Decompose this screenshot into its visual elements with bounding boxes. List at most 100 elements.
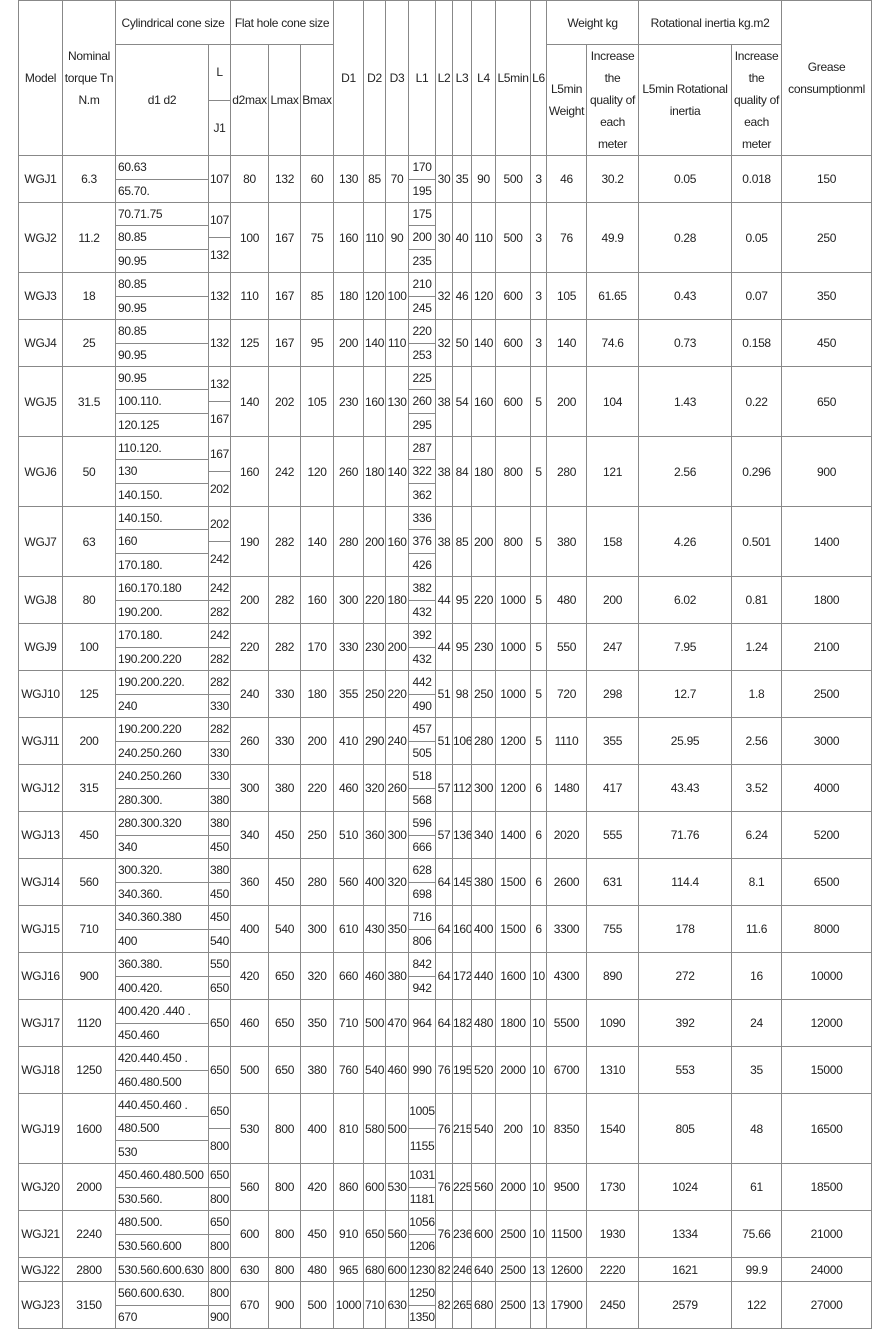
cell: 560 bbox=[333, 858, 365, 906]
cell: 380 bbox=[268, 764, 302, 812]
cell-stack: 190.200.220 240.250.260 bbox=[116, 719, 208, 764]
cell: 200 bbox=[495, 1093, 532, 1164]
cell: 167 bbox=[268, 202, 302, 273]
cell: 140 bbox=[230, 366, 270, 437]
cell: 1120 bbox=[62, 999, 116, 1047]
cell: 200 bbox=[333, 319, 365, 367]
cell: WGJ13 bbox=[18, 811, 63, 859]
cell: 716 806 bbox=[408, 905, 437, 953]
cell: 76 bbox=[435, 1210, 454, 1258]
cell-stack: 90.95 100.110. 120.125 bbox=[116, 368, 208, 436]
cell: 132 167 bbox=[207, 366, 232, 437]
cell: 800 bbox=[207, 1257, 232, 1282]
cell-line: 202 bbox=[209, 517, 230, 531]
cell-stack: 110.120. 130 140.150. bbox=[116, 438, 208, 506]
cell: 240 bbox=[230, 670, 270, 718]
cell: 290 bbox=[363, 717, 387, 765]
cell: 38 bbox=[435, 366, 454, 437]
table-row: WGJ19 1600 440.450.460 . 480.500 530 650 800 53… bbox=[18, 1093, 873, 1164]
cell: 450 bbox=[268, 858, 302, 906]
cell: 0.296 bbox=[731, 436, 783, 507]
cell: 340 bbox=[471, 811, 497, 859]
cell: 340.360.380 400 bbox=[115, 905, 209, 953]
cell: 82 bbox=[435, 1281, 454, 1329]
cell: 282 bbox=[268, 623, 302, 671]
cell: 85 bbox=[300, 272, 335, 320]
cell: 210 245 bbox=[408, 272, 437, 320]
cell: 60 bbox=[300, 155, 335, 203]
cell: 5 bbox=[530, 506, 548, 577]
cell-stack: 442 490 bbox=[409, 672, 435, 717]
cell: 300 bbox=[333, 576, 365, 624]
cell: 287 322 362 bbox=[408, 436, 437, 507]
cell: 180 bbox=[363, 436, 387, 507]
cell-stack: 340.360.380 400 bbox=[116, 907, 208, 952]
cell: WGJ8 bbox=[18, 576, 63, 624]
header-cell: D2 bbox=[363, 0, 387, 156]
cell: 2220 bbox=[586, 1257, 640, 1282]
cell: 1.43 bbox=[638, 366, 733, 437]
cell: 910 bbox=[333, 1210, 365, 1258]
cell: 300 bbox=[230, 764, 270, 812]
cell-line: 202 bbox=[209, 471, 230, 506]
cell: 120 bbox=[363, 272, 387, 320]
cell: 140 bbox=[546, 319, 588, 367]
cell-line: 160.170.180 bbox=[118, 581, 182, 596]
cell: 805 bbox=[638, 1093, 733, 1164]
header-cell: d2max bbox=[230, 44, 270, 156]
cell: 200 bbox=[363, 506, 387, 577]
cell: 25.95 bbox=[638, 717, 733, 765]
cell-line: 568 bbox=[409, 787, 435, 811]
header-cell: L6 bbox=[530, 0, 548, 156]
cell-line: 90.95 bbox=[118, 371, 147, 386]
table-row: WGJ3 18 80.85 90.95 132 110 167 85 180 120 100 210 2… bbox=[18, 272, 873, 320]
cell: 136 bbox=[452, 811, 473, 859]
cell-stack: 400.420 .440 . 450.460 bbox=[116, 1001, 208, 1046]
cell: 57 bbox=[435, 764, 454, 812]
header-text: L bbox=[216, 65, 223, 80]
cell: 420 bbox=[300, 1163, 335, 1211]
cell: 182 bbox=[452, 999, 473, 1047]
cell: 80 bbox=[62, 576, 116, 624]
cell: 24000 bbox=[781, 1257, 873, 1282]
cell: 61 bbox=[731, 1163, 783, 1211]
cell: 64 bbox=[435, 999, 454, 1047]
cell-stack: 650 800 bbox=[209, 1212, 230, 1257]
table-row: WGJ23 3150 560.600.630. 670 800 900 670 900 500 1… bbox=[18, 1281, 873, 1329]
cell-stack: 1005 1155 bbox=[409, 1095, 435, 1163]
cell-line: 964 bbox=[412, 1016, 432, 1030]
cell-line: 666 bbox=[409, 834, 435, 858]
cell: 112 bbox=[452, 764, 473, 812]
table-row: WGJ8 80 160.170.180 190.200. 242 282 200 282 160… bbox=[18, 576, 873, 624]
cell: 15000 bbox=[781, 1046, 873, 1094]
cell: 105 bbox=[300, 366, 335, 437]
cell-line: 235 bbox=[409, 248, 435, 272]
cell: 720 bbox=[546, 670, 588, 718]
cell-line: 650 bbox=[209, 1215, 230, 1230]
cell: 160 bbox=[230, 436, 270, 507]
cell: 628 698 bbox=[408, 858, 437, 906]
cell-stack: 80.85 90.95 bbox=[116, 321, 208, 366]
cell: 32 bbox=[435, 319, 454, 367]
cell: 1000 bbox=[495, 623, 532, 671]
cell: 380 450 bbox=[207, 858, 232, 906]
cell: 170 195 bbox=[408, 155, 437, 203]
cell-stack: 392 432 bbox=[409, 625, 435, 670]
header-cell: Grease consumptionml bbox=[781, 0, 873, 156]
cell: 300.320. 340.360. bbox=[115, 858, 209, 906]
cell: 160 bbox=[452, 905, 473, 953]
cell-line: 530.560.600 bbox=[116, 1233, 208, 1257]
cell: 650 bbox=[781, 366, 873, 437]
cell: 160.170.180 190.200. bbox=[115, 576, 209, 624]
cell: 2100 bbox=[781, 623, 873, 671]
cell: 280 bbox=[471, 717, 497, 765]
cell: 392 bbox=[638, 999, 733, 1047]
cell-line: 1250 bbox=[409, 1286, 435, 1301]
cell: 380 bbox=[546, 506, 588, 577]
cell: 330 bbox=[268, 717, 302, 765]
cell: 46 bbox=[452, 272, 473, 320]
cell: 400.420 .440 . 450.460 bbox=[115, 999, 209, 1047]
cell: 330 bbox=[268, 670, 302, 718]
cell: 460 bbox=[363, 952, 387, 1000]
cell: WGJ5 bbox=[18, 366, 63, 437]
